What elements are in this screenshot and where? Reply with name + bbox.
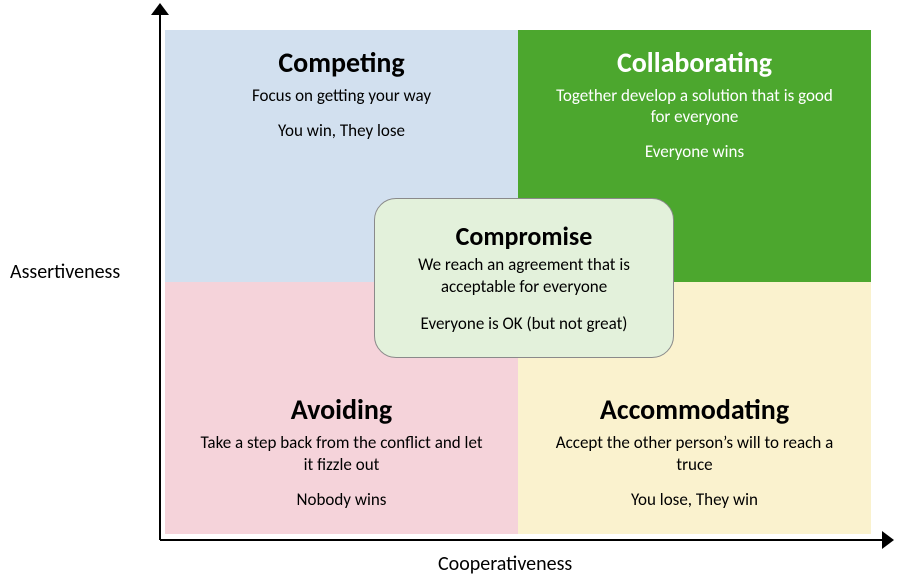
avoiding-outcome: Nobody wins (297, 489, 387, 510)
competing-outcome: You win, They lose (278, 120, 405, 141)
collaborating-outcome: Everyone wins (645, 141, 744, 162)
center-compromise: Compromise We reach an agreement that is… (374, 198, 674, 358)
avoiding-title: Avoiding (291, 395, 392, 426)
y-axis-arrow-icon (151, 3, 169, 15)
y-axis-line (159, 12, 161, 540)
compromise-outcome: Everyone is OK (but not great) (421, 313, 628, 334)
avoiding-desc: Take a step back from the conflict and l… (197, 432, 486, 475)
y-axis-label: Assertiveness (10, 260, 120, 284)
competing-desc: Focus on getting your way (252, 85, 431, 106)
x-axis-label: Cooperativeness (438, 552, 572, 576)
compromise-title: Compromise (456, 222, 593, 251)
diagram-stage: Competing Focus on getting your way You … (0, 0, 898, 581)
collaborating-title: Collaborating (617, 48, 772, 79)
accommodating-desc: Accept the other person’s will to reach … (550, 432, 839, 475)
accommodating-title: Accommodating (600, 395, 789, 426)
x-axis-arrow-icon (882, 531, 894, 549)
competing-title: Competing (278, 48, 404, 79)
x-axis-line (160, 539, 882, 541)
accommodating-outcome: You lose, They win (631, 489, 758, 510)
compromise-desc: We reach an agreement that is acceptable… (393, 254, 655, 297)
collaborating-desc: Together develop a solution that is good… (550, 85, 839, 128)
